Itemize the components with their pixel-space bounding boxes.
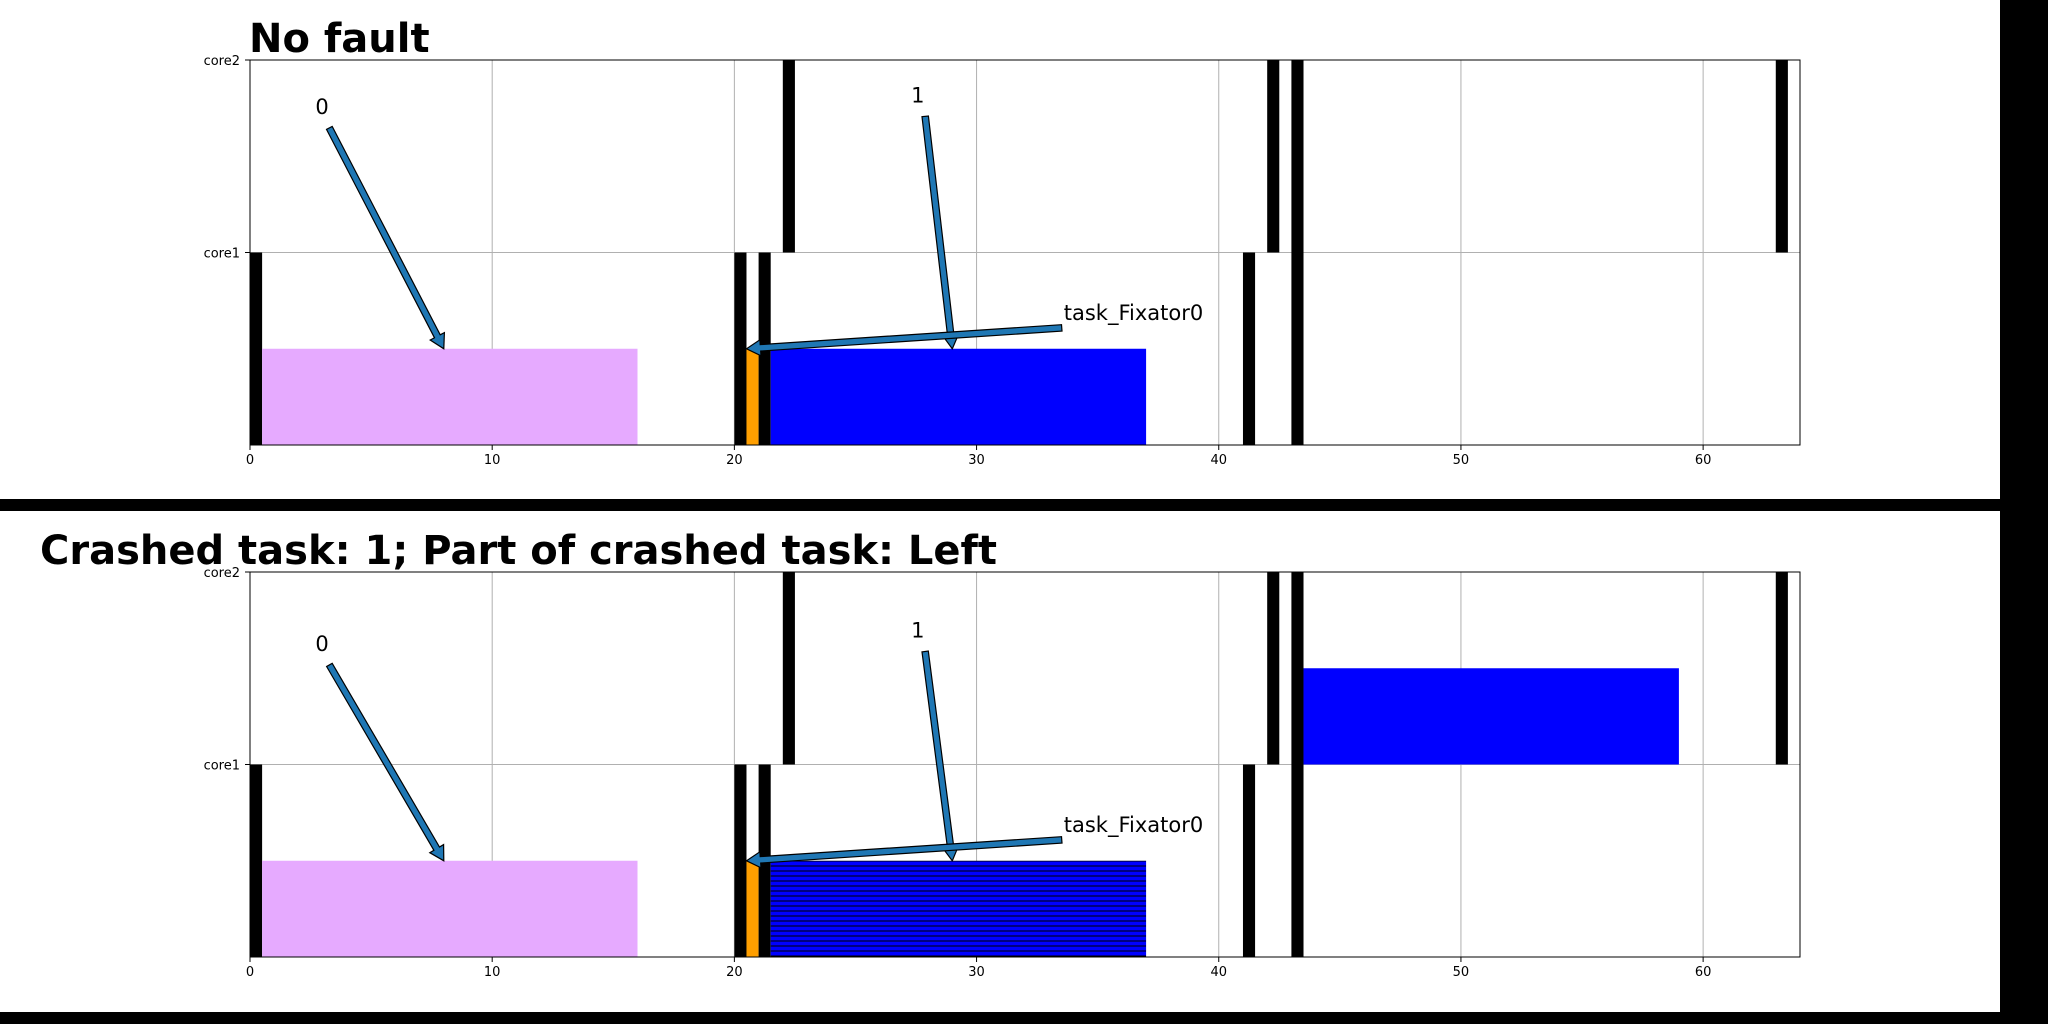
- y-tick-label: core1: [204, 759, 240, 774]
- annotation-label: 1: [911, 83, 924, 107]
- task-bar: [1267, 60, 1280, 253]
- annotation-label: task_Fixator0: [1064, 813, 1203, 838]
- task-bar: [262, 860, 638, 957]
- x-tick-label: 30: [968, 453, 985, 468]
- annotation-arrow: [745, 836, 1063, 869]
- annotation-label: 1: [911, 618, 924, 642]
- right-edge-band: [2000, 0, 2048, 1024]
- x-tick-label: 50: [1453, 965, 1470, 980]
- annotation-label: 0: [315, 632, 328, 656]
- task-bar: [1242, 252, 1256, 445]
- task-bar: [782, 60, 795, 253]
- task-bar: [734, 764, 747, 957]
- annotation-label: task_Fixator0: [1064, 301, 1203, 326]
- annotation-arrow: [745, 324, 1063, 357]
- panel-separator: [0, 499, 2000, 511]
- task-bar: [746, 348, 759, 445]
- task-bar: [1291, 60, 1304, 253]
- y-tick-label: core2: [204, 54, 240, 69]
- x-tick-label: 30: [968, 965, 985, 980]
- x-tick-label: 0: [246, 965, 254, 980]
- task-bar: [1303, 668, 1679, 765]
- task-bar: [250, 764, 263, 957]
- x-tick-label: 40: [1210, 453, 1227, 468]
- x-tick-label: 20: [726, 965, 743, 980]
- task-bar: [262, 348, 638, 445]
- x-tick-label: 40: [1210, 965, 1227, 980]
- plot-area: 0 10 20 30 40 50 60 core1 core2 0 1 task_Fixator0: [204, 566, 1801, 980]
- annotation-arrow: [325, 125, 446, 350]
- panel-no-fault: No fault 0 10 20 30 40 50 60 core1 core2 0 1 task_F…: [204, 16, 1801, 468]
- task-bar: [734, 252, 747, 445]
- task-bar: [746, 860, 759, 957]
- x-tick-label: 60: [1695, 965, 1712, 980]
- y-tick-label: core2: [204, 566, 240, 581]
- plot-area: 0 10 20 30 40 50 60 core1 core2 0 1 task_Fixator0: [204, 54, 1801, 468]
- task-bar: [1291, 572, 1304, 765]
- annotation-label: 0: [315, 95, 328, 119]
- task-bar: [770, 860, 1147, 957]
- task-bar: [782, 572, 795, 765]
- x-tick-label: 50: [1453, 453, 1470, 468]
- task-bar: [1775, 572, 1788, 765]
- annotation-arrow: [325, 662, 445, 862]
- panel-title: Crashed task: 1; Part of crashed task: L…: [40, 528, 997, 574]
- x-tick-label: 0: [246, 453, 254, 468]
- y-tick-label: core1: [204, 247, 240, 262]
- task-bar: [250, 252, 263, 445]
- panel-crashed-task: Crashed task: 1; Part of crashed task: L…: [40, 528, 1801, 980]
- task-bar: [1775, 60, 1788, 253]
- x-tick-label: 20: [726, 453, 743, 468]
- x-tick-label: 10: [484, 453, 501, 468]
- x-tick-label: 10: [484, 965, 501, 980]
- task-bar: [1242, 764, 1256, 957]
- bottom-band: [0, 1012, 2000, 1024]
- task-bar: [1267, 572, 1280, 765]
- task-bar: [1291, 252, 1304, 445]
- annotation-arrow: [921, 115, 960, 351]
- task-bar: [1291, 764, 1304, 957]
- panel-title: No fault: [249, 16, 430, 62]
- task-bar: [770, 348, 1147, 445]
- annotation-arrow: [921, 650, 960, 863]
- x-tick-label: 60: [1695, 453, 1712, 468]
